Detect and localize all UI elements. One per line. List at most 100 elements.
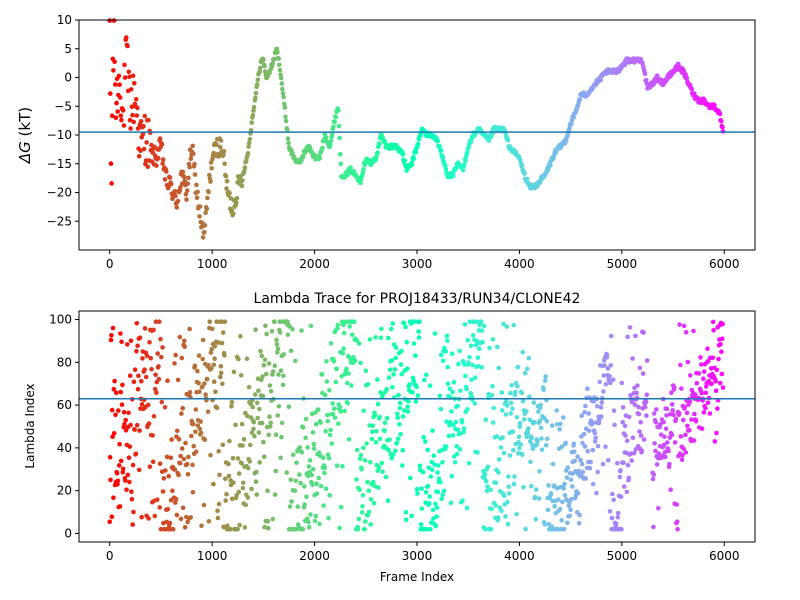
lambda-point bbox=[243, 502, 248, 508]
lambda-point bbox=[250, 404, 255, 410]
lambda-point bbox=[268, 420, 274, 426]
lambda-point bbox=[663, 454, 668, 460]
lambda-point bbox=[170, 488, 175, 494]
lambda-point bbox=[475, 355, 481, 360]
lambda-point bbox=[260, 393, 266, 399]
lambda-point bbox=[288, 477, 294, 483]
lambda-point bbox=[339, 374, 344, 379]
delta-g-point bbox=[134, 113, 140, 118]
lambda-point bbox=[359, 510, 365, 515]
lambda-point bbox=[120, 466, 126, 472]
lambda-point bbox=[525, 430, 531, 436]
lambda-point bbox=[393, 345, 399, 351]
lambda-point bbox=[652, 441, 657, 446]
delta-g-point bbox=[138, 148, 143, 154]
delta-g-point bbox=[202, 223, 208, 228]
lambda-point bbox=[555, 526, 561, 532]
lambda-point bbox=[625, 334, 630, 340]
lambda-point bbox=[159, 354, 164, 360]
lambda-point bbox=[378, 335, 384, 341]
lambda-point bbox=[379, 460, 385, 466]
lambda-point bbox=[587, 465, 593, 471]
lambda-point bbox=[292, 488, 298, 494]
lambda-point bbox=[262, 524, 267, 530]
delta-g-point bbox=[468, 139, 474, 145]
delta-g-point bbox=[122, 62, 127, 68]
lambda-point bbox=[578, 457, 583, 463]
lambda-point bbox=[562, 481, 567, 487]
lambda-point bbox=[383, 474, 389, 480]
lambda-point bbox=[227, 526, 233, 532]
lambda-point bbox=[641, 330, 646, 335]
lambda-point bbox=[327, 493, 333, 498]
lambda-point bbox=[427, 383, 433, 389]
delta-g-y-tick-label: 0 bbox=[64, 71, 72, 85]
lambda-point bbox=[303, 435, 308, 441]
lambda-point bbox=[291, 452, 296, 458]
delta-g-point bbox=[197, 214, 202, 219]
lambda-point bbox=[331, 406, 337, 412]
lambda-point bbox=[595, 443, 601, 449]
lambda-point bbox=[699, 362, 704, 367]
delta-g-x-tick-label: 2000 bbox=[299, 257, 330, 271]
lambda-point bbox=[241, 437, 247, 442]
lambda-point bbox=[493, 480, 499, 486]
lambda-point bbox=[539, 447, 545, 453]
lambda-y-tick-label: 20 bbox=[57, 484, 72, 498]
lambda-point bbox=[182, 338, 187, 344]
lambda-point bbox=[389, 358, 395, 363]
lambda-point bbox=[289, 499, 294, 504]
lambda-point bbox=[330, 411, 336, 417]
lambda-point bbox=[109, 407, 115, 413]
lambda-point bbox=[575, 454, 580, 460]
lambda-x-tick-label: 5000 bbox=[607, 549, 638, 563]
lambda-point bbox=[468, 343, 474, 349]
delta-g-point bbox=[200, 235, 206, 240]
lambda-point bbox=[235, 526, 240, 532]
lambda-point bbox=[517, 446, 522, 451]
lambda-point bbox=[318, 483, 324, 489]
lambda-point bbox=[379, 326, 384, 332]
lambda-point bbox=[432, 462, 437, 467]
lambda-point bbox=[654, 462, 660, 467]
lambda-point bbox=[257, 406, 262, 412]
lambda-point bbox=[516, 434, 522, 440]
lambda-point bbox=[328, 427, 333, 433]
lambda-point bbox=[720, 321, 725, 327]
lambda-point bbox=[662, 434, 667, 440]
lambda-point bbox=[176, 472, 181, 478]
lambda-point bbox=[636, 411, 642, 417]
lambda-point bbox=[224, 491, 229, 497]
delta-g-point bbox=[128, 87, 134, 92]
delta-g-point bbox=[338, 161, 344, 167]
lambda-point bbox=[133, 451, 139, 457]
lambda-point bbox=[328, 341, 334, 346]
lambda-point bbox=[490, 337, 496, 342]
delta-g-point bbox=[323, 134, 329, 140]
lambda-point bbox=[360, 504, 365, 509]
lambda-point bbox=[464, 386, 469, 392]
lambda-point bbox=[274, 342, 280, 347]
lambda-point bbox=[533, 516, 539, 522]
lambda-point bbox=[534, 442, 540, 447]
lambda-point bbox=[474, 319, 480, 325]
lambda-point bbox=[438, 479, 443, 485]
lambda-point bbox=[592, 439, 598, 444]
lambda-point bbox=[469, 377, 474, 383]
lambda-point bbox=[579, 413, 584, 419]
lambda-point bbox=[671, 412, 676, 418]
lambda-point bbox=[363, 368, 369, 374]
lambda-point bbox=[216, 501, 222, 507]
lambda-point bbox=[223, 476, 228, 482]
delta-g-point bbox=[146, 117, 151, 123]
lambda-point bbox=[376, 465, 382, 470]
lambda-point bbox=[503, 514, 508, 519]
lambda-point bbox=[551, 483, 557, 489]
lambda-point bbox=[681, 323, 687, 329]
lambda-point bbox=[416, 335, 422, 340]
lambda-point bbox=[524, 366, 530, 372]
delta-g-point bbox=[348, 165, 353, 170]
lambda-point bbox=[142, 326, 148, 331]
delta-g-point bbox=[120, 108, 126, 113]
lambda-point bbox=[666, 448, 671, 454]
